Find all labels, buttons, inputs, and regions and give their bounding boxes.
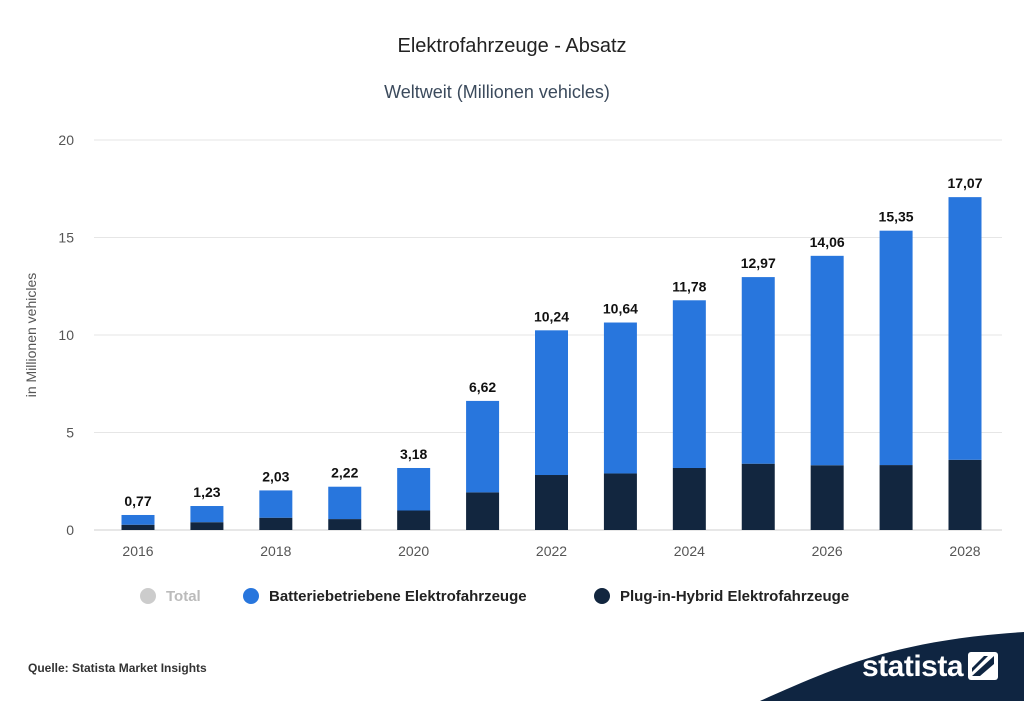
total-data-label: 3,18 [400,446,427,462]
legend: Total Batteriebetriebene Elektrofahrzeuge… [140,588,849,605]
bar-segment [466,492,500,530]
source-text: Quelle: Statista Market Insights [28,661,207,675]
legend-swatch [594,588,610,604]
x-tick-label: 2016 [122,543,153,559]
bar-segment [810,465,844,530]
bar-segment [190,522,224,530]
total-data-label: 0,77 [124,493,151,509]
total-data-label: 6,62 [469,379,496,395]
bar-segment [741,277,775,464]
x-tick-label: 2022 [536,543,567,559]
total-data-label: 2,03 [262,468,289,484]
total-data-label: 1,23 [193,484,220,500]
chart-title: Elektrofahrzeuge - Absatz [397,35,626,57]
x-tick-label: 2018 [260,543,291,559]
bar-segment [879,230,913,466]
bar-segment [121,514,155,525]
bar-segment [535,475,568,530]
x-tick-label: 2020 [398,543,429,559]
bars [121,197,982,530]
legend-label: Total [166,588,201,605]
bar-segment [672,300,706,468]
bar-segment [190,506,224,523]
statista-mark-icon [968,652,998,680]
statista-logo: statista [760,632,1024,701]
bar-segment [259,517,293,530]
y-tick-label: 20 [58,132,74,148]
x-axis-ticks: 2016 2018 2020 2022 2024 2026 2028 [122,543,980,559]
total-data-label: 17,07 [947,175,982,191]
bar-segment [397,467,431,511]
bar-segment [328,519,362,530]
x-tick-label: 2028 [949,543,980,559]
bar-segment [741,463,775,530]
y-axis-label: in Millionen vehicles [23,273,39,398]
bar-segment [466,400,500,493]
legend-label: Plug-in-Hybrid Elektrofahrzeuge [620,588,849,605]
bar-segment [397,510,431,530]
bar-segment [948,197,982,460]
y-axis-ticks: 0 5 10 15 20 [58,132,74,538]
y-tick-label: 10 [58,327,74,343]
x-tick-label: 2026 [812,543,843,559]
total-data-label: 15,35 [879,209,914,225]
total-data-label: 12,97 [741,255,776,271]
total-data-label: 11,78 [672,278,706,294]
bar-segment [535,330,568,476]
bar-segment [672,467,706,530]
x-tick-label: 2024 [674,543,705,559]
total-data-label: 10,64 [603,301,638,317]
data-labels: 0,77 1,23 2,03 2,22 3,18 6,62 10,24 10,64 11,78 1… [124,175,982,509]
bar-segment [259,490,293,518]
y-tick-label: 0 [66,522,74,538]
total-data-label: 14,06 [810,234,845,250]
bar-segment [603,322,637,474]
bar-segment [948,459,982,530]
y-tick-label: 15 [58,230,74,246]
bar-segment [328,486,362,520]
bar-segment [879,465,913,530]
chart-subtitle: Weltweit (Millionen vehicles) [384,82,610,102]
bar-segment [810,255,844,466]
legend-item[interactable]: Plug-in-Hybrid Elektrofahrzeuge [594,588,849,605]
legend-swatch [140,588,156,604]
legend-label: Batteriebetriebene Elektrofahrzeuge [269,588,527,605]
bar-segment [121,524,155,530]
total-data-label: 10,24 [534,308,569,324]
brand-wordmark: statista [862,650,964,683]
legend-item[interactable]: Total [140,588,201,605]
legend-swatch [243,588,259,604]
y-tick-label: 5 [66,425,74,441]
total-data-label: 2,22 [331,465,358,481]
legend-item[interactable]: Batteriebetriebene Elektrofahrzeuge [243,588,527,605]
bar-segment [603,473,637,530]
